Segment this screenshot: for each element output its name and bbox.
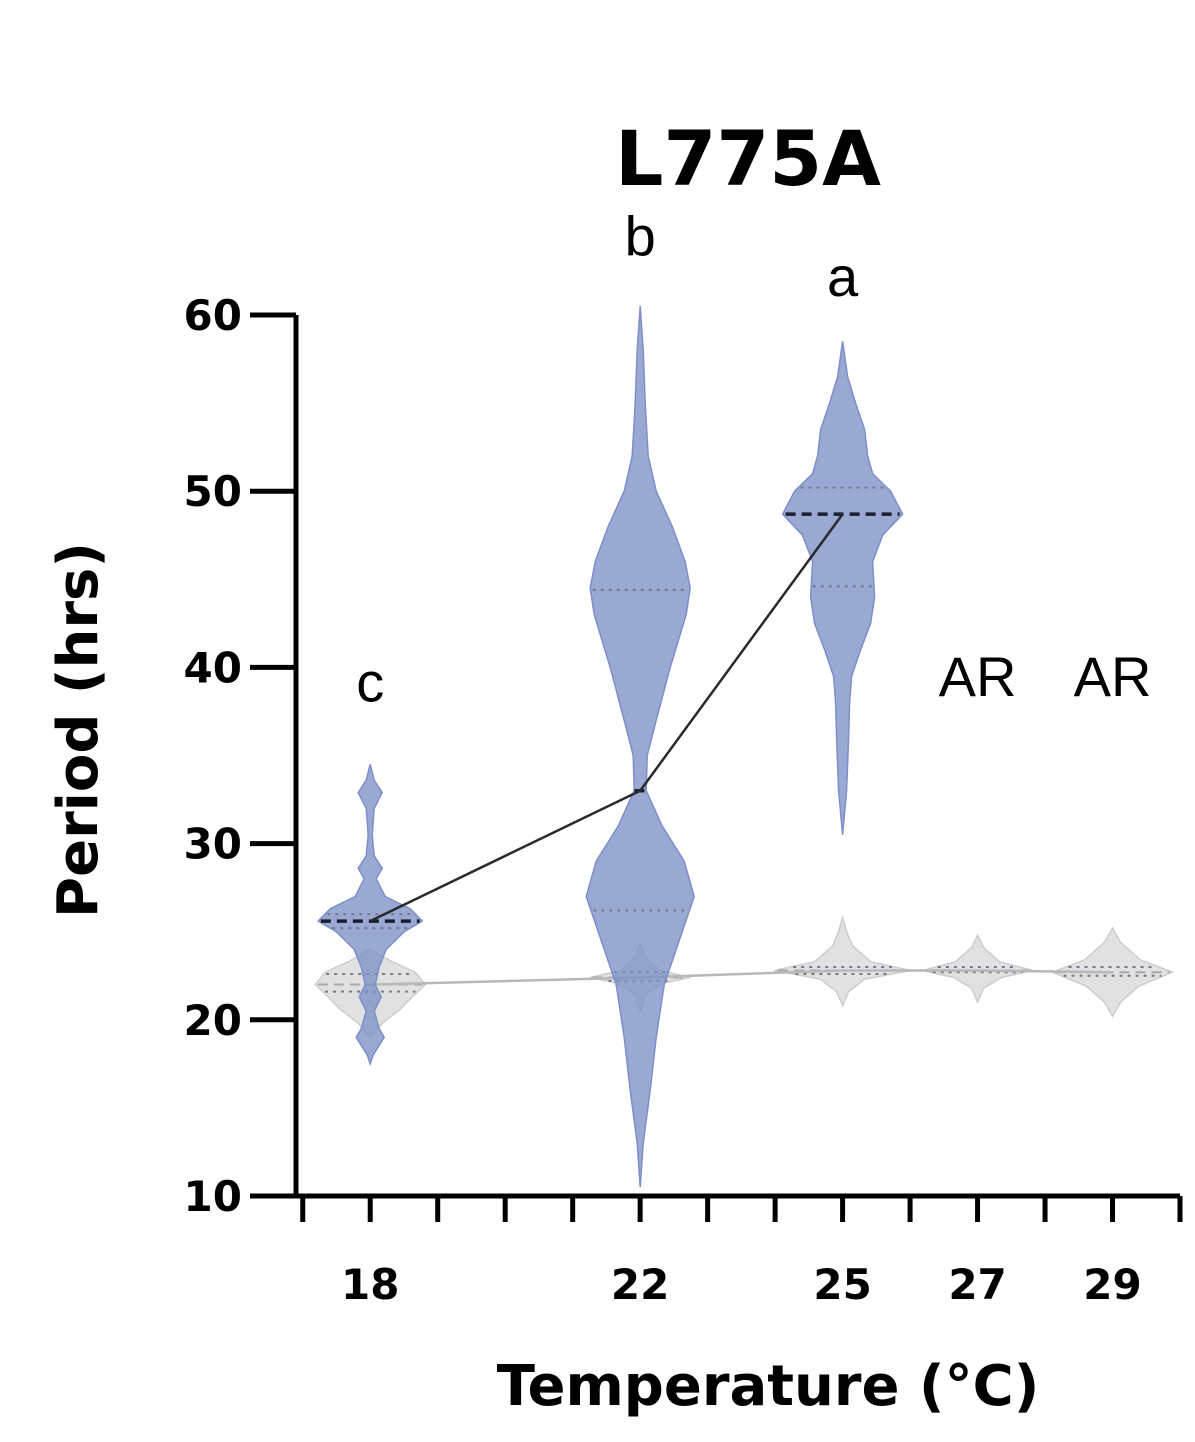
y-axis-title: Period (hrs) bbox=[46, 542, 111, 918]
annotation-0: c bbox=[356, 650, 384, 713]
y-tick-label-10: 10 bbox=[184, 1172, 242, 1221]
y-tick-label-50: 50 bbox=[184, 467, 242, 516]
axes: 10 20 30 40 50 60 18 22 25 27 29 bbox=[184, 291, 1183, 1309]
x-tick-label-25: 25 bbox=[813, 1260, 871, 1309]
violin-1-3 bbox=[922, 933, 1033, 1005]
x-tick-label-29: 29 bbox=[1083, 1260, 1141, 1309]
y-tick-label-40: 40 bbox=[184, 643, 242, 692]
y-tick-label-60: 60 bbox=[184, 291, 242, 340]
annotations: c b a AR AR bbox=[356, 205, 1151, 714]
annotation-3: AR bbox=[939, 645, 1017, 708]
series-1 bbox=[314, 914, 1175, 1039]
x-axis-title: Temperature (°C) bbox=[497, 1354, 1040, 1419]
median-connector-1 bbox=[370, 969, 1113, 986]
plot-area bbox=[314, 306, 1175, 1188]
x-tick-label-22: 22 bbox=[611, 1260, 669, 1309]
x-tick-label-18: 18 bbox=[341, 1260, 399, 1309]
chart-title: L775A bbox=[615, 114, 881, 203]
violin-0-1 bbox=[585, 306, 695, 1188]
annotation-2: a bbox=[827, 245, 859, 308]
y-axis-ticks: 10 20 30 40 50 60 bbox=[184, 291, 296, 1221]
violin-1-2 bbox=[774, 914, 911, 1008]
y-tick-label-30: 30 bbox=[184, 820, 242, 869]
annotation-1: b bbox=[625, 205, 656, 268]
y-tick-label-20: 20 bbox=[184, 996, 242, 1045]
series-0 bbox=[316, 306, 904, 1188]
x-tick-label-27: 27 bbox=[948, 1260, 1006, 1309]
annotation-4: AR bbox=[1074, 645, 1152, 708]
x-axis-ticks: 18 22 25 27 29 bbox=[300, 1196, 1183, 1309]
median-connector-0 bbox=[369, 513, 844, 923]
violin-0-2 bbox=[781, 341, 904, 835]
